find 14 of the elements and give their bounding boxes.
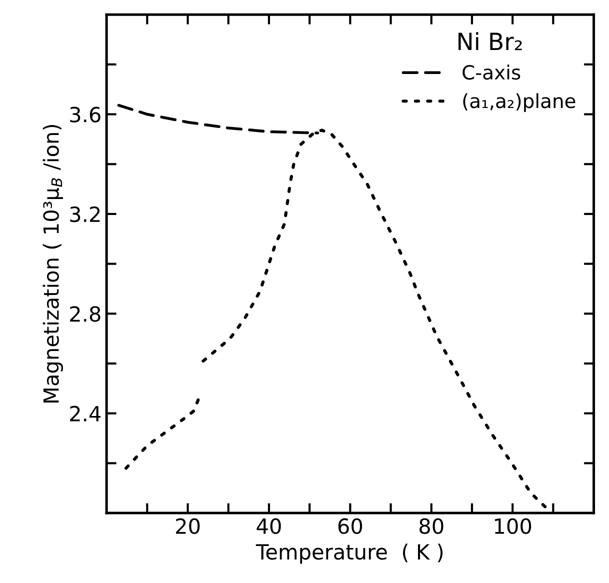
- y-axis-title: Magnetization ( 10³μ$_{B}$ /ion): [42, 125, 63, 402]
- x-tick-label: 20: [176, 518, 200, 534]
- legend-title: Ni Br₂: [458, 32, 522, 50]
- y-tick-label: 2.8: [70, 306, 100, 322]
- x-tick-label: 80: [420, 518, 444, 534]
- y-tick-label: 3.2: [70, 206, 100, 222]
- legend-label: (a₁,a₂)plane: [463, 93, 576, 112]
- x-axis-title: Temperature ( K ): [256, 544, 443, 564]
- x-tick-label: 40: [256, 518, 281, 534]
- y-tick-label: 3.6: [70, 106, 100, 122]
- y-tick-label: 2.4: [70, 406, 101, 422]
- x-tick-label: 60: [338, 518, 362, 534]
- x-tick-label: 100: [494, 518, 532, 534]
- legend-label: C-axis: [462, 64, 520, 80]
